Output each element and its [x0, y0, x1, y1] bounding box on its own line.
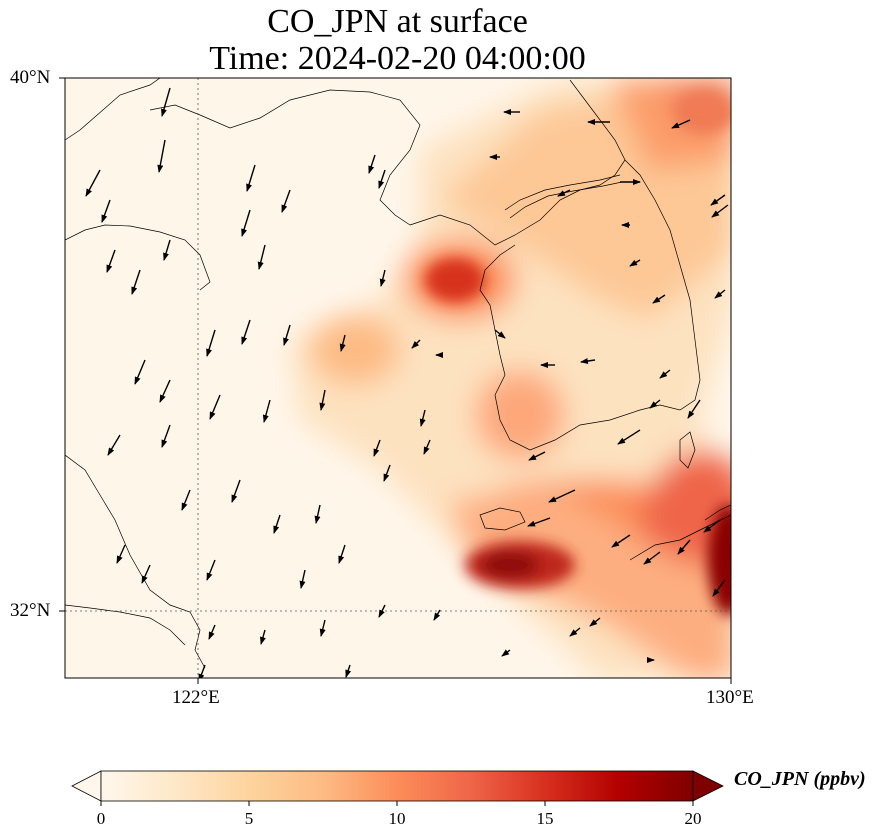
wind-arrow	[157, 139, 166, 173]
wind-arrow	[580, 358, 596, 364]
wind-arrow	[241, 319, 251, 345]
wind-arrow	[231, 479, 241, 503]
lon-label-122e: 122°E	[172, 687, 220, 708]
wind-arrow	[338, 544, 346, 564]
colorbar-label: CO_JPN (ppbv)	[734, 768, 866, 790]
colorbar-tick-0: 0	[96, 809, 106, 828]
concentration-field	[290, 78, 731, 678]
wind-arrow	[368, 154, 376, 174]
wind-arrow	[283, 324, 291, 346]
wind-arrow	[345, 664, 352, 678]
wind-arrow	[671, 119, 691, 129]
wind-arrow	[299, 569, 306, 589]
lon-label-130e: 130°E	[706, 687, 754, 708]
wind-arrow	[423, 439, 431, 455]
wind-arrow	[379, 269, 386, 287]
lat-label-32n: 32°N	[10, 600, 51, 621]
map-frame	[64, 77, 732, 679]
wind-arrow	[141, 564, 151, 584]
colorbar	[71, 770, 724, 806]
wind-arrow	[319, 619, 326, 637]
wind-arrow	[257, 244, 266, 270]
map-plot-area	[65, 78, 731, 678]
wind-arrow	[206, 329, 216, 357]
wind-arrow	[241, 209, 251, 237]
wind-arrow	[319, 389, 326, 411]
wind-arrow	[710, 194, 726, 206]
wind-arrow	[494, 329, 506, 339]
wind-arrow	[273, 514, 281, 534]
wind-arrow	[528, 451, 546, 461]
wind-arrow	[85, 169, 101, 197]
colorbar-tick-10: 10	[388, 809, 406, 828]
wind-arrow	[163, 239, 171, 261]
colorbar-max-extend	[692, 770, 724, 802]
wind-arrow	[116, 544, 126, 564]
wind-arrow	[714, 289, 726, 299]
wind-arrow	[206, 559, 216, 581]
wind-arrow	[260, 629, 266, 645]
wind-arrow	[548, 489, 576, 503]
wind-vectors	[85, 87, 729, 678]
wind-arrow	[659, 369, 671, 379]
colorbar-tick-15: 15	[536, 809, 554, 828]
wind-arrow	[711, 204, 729, 218]
wind-arrow	[527, 517, 551, 527]
wind-arrow	[629, 259, 641, 267]
wind-arrow	[687, 399, 701, 419]
map-subtitle: Time: 2024-02-20 04:00:00	[209, 40, 586, 77]
wind-arrow	[161, 87, 171, 117]
wind-arrow	[411, 339, 421, 349]
wind-arrow	[198, 664, 206, 678]
wind-arrow	[712, 579, 726, 597]
wind-arrow	[378, 604, 386, 618]
colorbar-min-extend	[71, 770, 102, 802]
wind-arrow	[589, 617, 601, 627]
wind-arrow	[246, 164, 256, 192]
wind-arrow	[161, 424, 171, 448]
wind-arrow	[101, 199, 111, 223]
gridlines	[65, 78, 731, 678]
wind-arrow	[262, 399, 271, 423]
wind-arrow	[617, 429, 641, 445]
wind-arrow	[569, 627, 581, 637]
wind-arrow	[159, 379, 171, 403]
wind-arrow	[383, 464, 391, 482]
wind-arrow	[209, 394, 221, 420]
map-title: CO_JPN at surface	[267, 3, 528, 40]
wind-arrow	[106, 249, 116, 273]
wind-arrow	[652, 294, 666, 304]
wind-arrow	[677, 539, 691, 555]
wind-arrow	[314, 504, 321, 524]
wind-arrow	[419, 409, 426, 427]
wind-arrow	[181, 489, 191, 511]
wind-arrow	[373, 439, 381, 457]
lat-label-40n: 40°N	[10, 67, 51, 88]
wind-arrow	[501, 649, 511, 657]
wind-arrow	[131, 269, 141, 295]
wind-arrow	[208, 624, 216, 640]
wind-arrow	[281, 189, 291, 213]
wind-arrow	[339, 334, 346, 352]
wind-arrow	[703, 519, 721, 533]
wind-arrow	[643, 551, 661, 565]
colorbar-bar	[100, 770, 694, 802]
wind-arrow	[649, 399, 661, 409]
colorbar-tick-20: 20	[684, 809, 702, 828]
wind-arrow	[433, 609, 441, 621]
wind-arrow	[134, 359, 146, 385]
wind-arrow	[611, 534, 631, 548]
wind-arrow	[107, 434, 121, 456]
wind-arrow	[378, 169, 386, 189]
colorbar-tick-5: 5	[244, 809, 254, 828]
wind-arrow	[557, 189, 571, 197]
